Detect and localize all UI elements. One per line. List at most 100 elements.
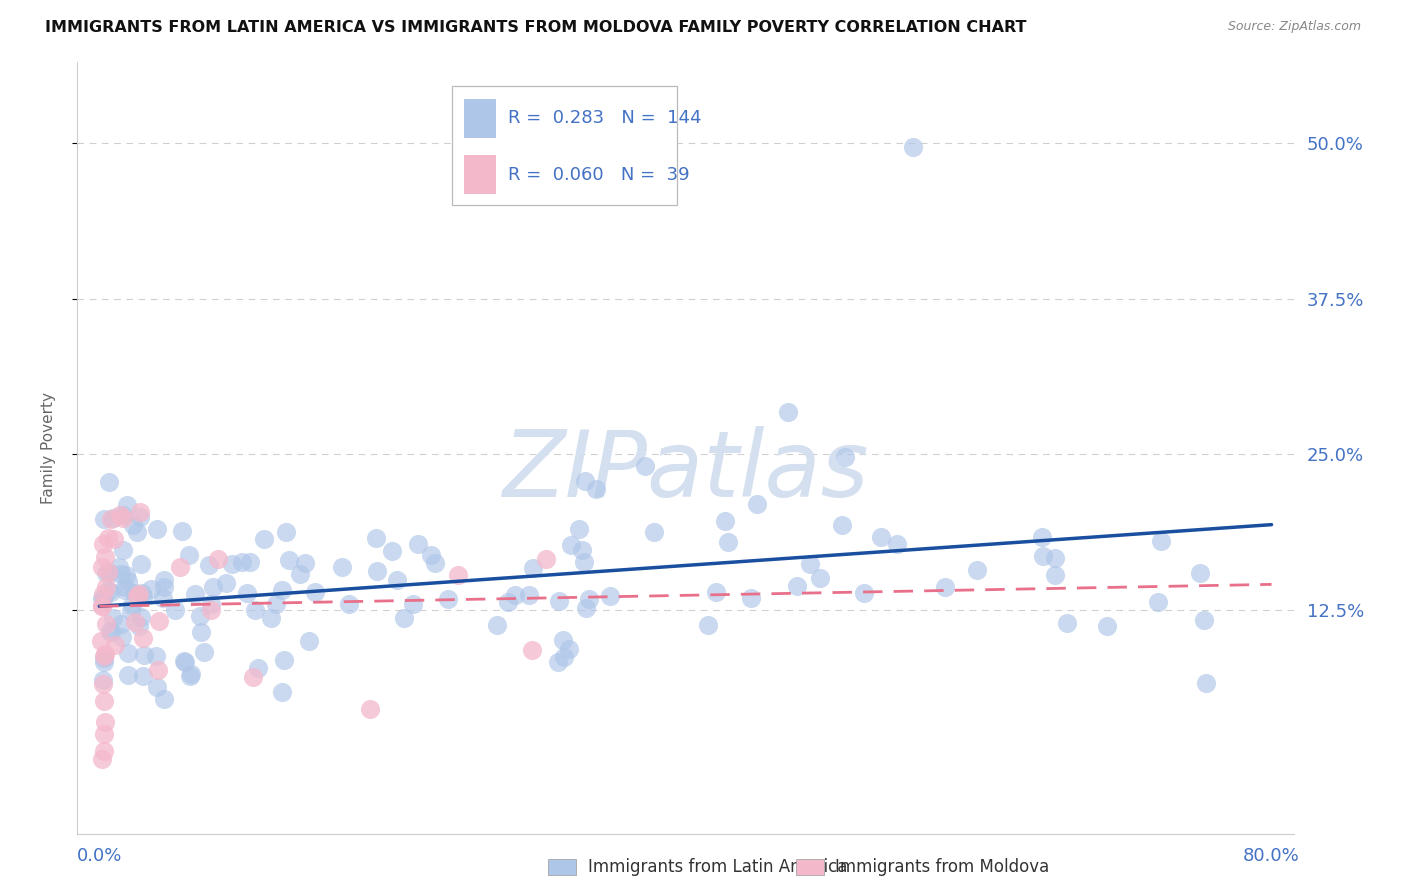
Point xyxy=(207,552,229,566)
Point xyxy=(1095,619,1118,633)
Text: Immigrants from Moldova: Immigrants from Moldova xyxy=(835,858,1049,876)
Point xyxy=(385,573,408,587)
Point xyxy=(188,608,211,623)
Point xyxy=(121,598,143,612)
Point xyxy=(808,571,831,585)
Point xyxy=(94,714,117,729)
Point xyxy=(180,667,202,681)
Point xyxy=(115,567,138,582)
Point xyxy=(496,595,519,609)
Point xyxy=(128,618,150,632)
Point xyxy=(104,638,127,652)
Point xyxy=(93,511,115,525)
Point xyxy=(108,508,131,523)
Point xyxy=(901,140,924,154)
Point xyxy=(485,617,508,632)
Point xyxy=(1056,615,1078,630)
Point xyxy=(173,654,195,668)
Point xyxy=(152,591,174,605)
Point xyxy=(696,617,718,632)
Point xyxy=(93,694,115,708)
FancyBboxPatch shape xyxy=(464,99,496,137)
Point xyxy=(551,632,574,647)
Point xyxy=(148,663,170,677)
Point xyxy=(129,558,152,572)
Point xyxy=(100,512,122,526)
Point xyxy=(91,673,114,687)
Point xyxy=(91,537,114,551)
Point xyxy=(103,532,125,546)
Text: Immigrants from Latin America: Immigrants from Latin America xyxy=(588,858,846,876)
Point xyxy=(1146,594,1168,608)
Point xyxy=(574,555,596,569)
Point xyxy=(128,505,150,519)
Point xyxy=(274,524,297,539)
Point xyxy=(115,498,138,512)
Point xyxy=(91,587,114,601)
Point xyxy=(94,616,117,631)
Point xyxy=(97,531,120,545)
Point xyxy=(419,548,441,562)
Point xyxy=(253,532,276,546)
Point xyxy=(131,590,153,604)
Point xyxy=(190,624,212,639)
Point xyxy=(101,511,124,525)
Point xyxy=(120,604,142,618)
Point xyxy=(330,560,353,574)
Point xyxy=(221,557,243,571)
Point xyxy=(575,601,598,615)
Text: R =  0.283   N =  144: R = 0.283 N = 144 xyxy=(508,110,702,128)
Point xyxy=(236,586,259,600)
Point xyxy=(553,649,575,664)
Point xyxy=(574,474,596,488)
Point xyxy=(165,603,187,617)
Point xyxy=(201,580,224,594)
Point xyxy=(184,587,207,601)
Point xyxy=(124,586,146,600)
Point xyxy=(132,669,155,683)
Point xyxy=(91,677,114,691)
Point xyxy=(242,670,264,684)
Point xyxy=(277,552,299,566)
Point xyxy=(599,589,621,603)
Point xyxy=(97,584,120,599)
Point xyxy=(112,511,135,525)
Point xyxy=(558,642,581,657)
Point xyxy=(193,645,215,659)
FancyBboxPatch shape xyxy=(451,86,676,205)
Point xyxy=(1032,549,1054,563)
Point xyxy=(447,568,470,582)
Point xyxy=(110,566,132,581)
Point xyxy=(174,655,197,669)
Point xyxy=(169,560,191,574)
Point xyxy=(381,543,404,558)
Point xyxy=(231,555,253,569)
Point xyxy=(117,574,139,588)
Point xyxy=(117,647,139,661)
Point xyxy=(271,685,294,699)
Point xyxy=(93,655,115,669)
Point xyxy=(298,634,321,648)
Point xyxy=(634,458,657,473)
Y-axis label: Family Poverty: Family Poverty xyxy=(42,392,56,504)
Point xyxy=(215,576,238,591)
Point xyxy=(98,624,121,638)
Point xyxy=(402,597,425,611)
Point xyxy=(110,617,132,632)
Point xyxy=(578,591,600,606)
Point xyxy=(131,586,153,600)
Point xyxy=(153,573,176,587)
Point xyxy=(260,610,283,624)
Point xyxy=(714,514,737,528)
Point xyxy=(520,642,543,657)
Point xyxy=(706,585,728,599)
Point xyxy=(239,555,262,569)
Point xyxy=(121,518,143,533)
Point xyxy=(568,522,591,536)
Point xyxy=(799,558,821,572)
Point xyxy=(934,580,956,594)
Point xyxy=(834,450,856,464)
Point xyxy=(94,580,117,594)
Point xyxy=(406,537,429,551)
Point xyxy=(132,648,155,663)
